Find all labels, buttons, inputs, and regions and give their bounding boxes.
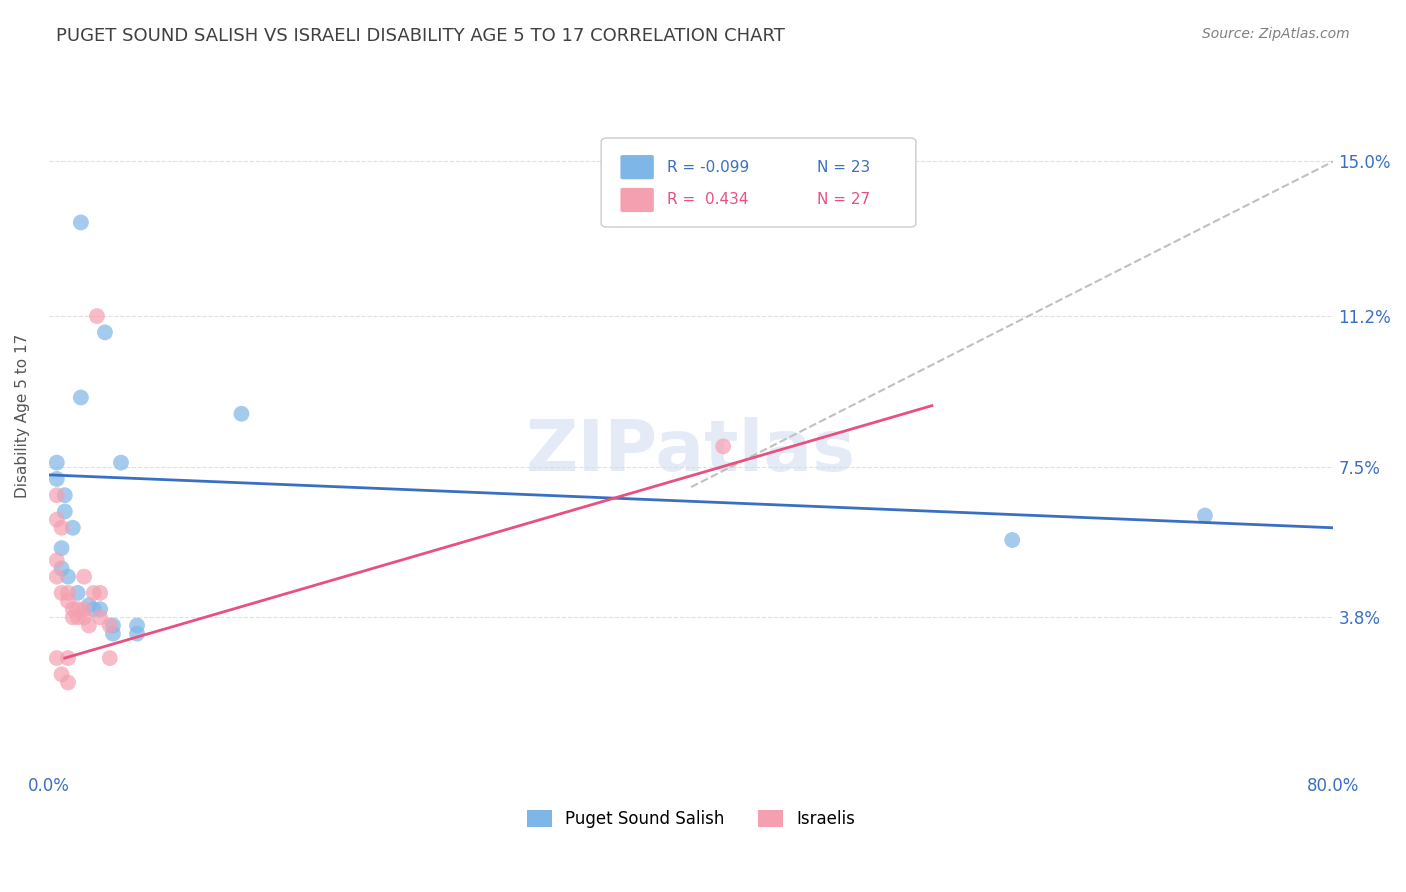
Point bbox=[110, 456, 132, 470]
Point bbox=[53, 504, 76, 518]
Point bbox=[45, 569, 67, 583]
Point bbox=[77, 598, 100, 612]
Point bbox=[73, 610, 96, 624]
Text: N = 27: N = 27 bbox=[817, 193, 870, 208]
Point bbox=[83, 586, 105, 600]
Text: N = 23: N = 23 bbox=[817, 160, 870, 175]
Point bbox=[56, 675, 79, 690]
Text: Source: ZipAtlas.com: Source: ZipAtlas.com bbox=[1202, 27, 1350, 41]
Text: R = -0.099: R = -0.099 bbox=[666, 160, 749, 175]
FancyBboxPatch shape bbox=[620, 155, 654, 179]
Point bbox=[1001, 533, 1024, 547]
Point bbox=[101, 626, 124, 640]
FancyBboxPatch shape bbox=[602, 138, 915, 227]
Point bbox=[51, 541, 73, 556]
Point bbox=[73, 602, 96, 616]
Point bbox=[45, 488, 67, 502]
Point bbox=[56, 586, 79, 600]
Point bbox=[98, 651, 121, 665]
Y-axis label: Disability Age 5 to 17: Disability Age 5 to 17 bbox=[15, 334, 30, 498]
Point bbox=[86, 309, 108, 323]
Point bbox=[66, 586, 89, 600]
Point bbox=[98, 618, 121, 632]
Point bbox=[53, 488, 76, 502]
Point bbox=[66, 610, 89, 624]
Point bbox=[56, 594, 79, 608]
Point bbox=[62, 602, 84, 616]
Point bbox=[51, 667, 73, 681]
Text: PUGET SOUND SALISH VS ISRAELI DISABILITY AGE 5 TO 17 CORRELATION CHART: PUGET SOUND SALISH VS ISRAELI DISABILITY… bbox=[56, 27, 785, 45]
Point bbox=[89, 586, 111, 600]
Point bbox=[45, 513, 67, 527]
Point bbox=[66, 602, 89, 616]
Point bbox=[56, 569, 79, 583]
Point bbox=[73, 569, 96, 583]
Point bbox=[45, 472, 67, 486]
Point bbox=[51, 521, 73, 535]
Point bbox=[77, 618, 100, 632]
Point bbox=[45, 651, 67, 665]
Point bbox=[70, 391, 93, 405]
Point bbox=[56, 651, 79, 665]
Point bbox=[45, 553, 67, 567]
Point bbox=[62, 521, 84, 535]
Point bbox=[83, 602, 105, 616]
Point bbox=[62, 610, 84, 624]
Point bbox=[70, 215, 93, 229]
Point bbox=[125, 626, 148, 640]
Point bbox=[51, 561, 73, 575]
Point bbox=[1194, 508, 1216, 523]
Point bbox=[45, 456, 67, 470]
Text: R =  0.434: R = 0.434 bbox=[666, 193, 748, 208]
Point bbox=[89, 610, 111, 624]
Point bbox=[94, 326, 117, 340]
Point bbox=[231, 407, 253, 421]
Point bbox=[125, 618, 148, 632]
Point bbox=[89, 602, 111, 616]
Point bbox=[51, 586, 73, 600]
Text: ZIPatlas: ZIPatlas bbox=[526, 417, 856, 486]
Point bbox=[101, 618, 124, 632]
Point bbox=[711, 439, 734, 453]
Legend: Puget Sound Salish, Israelis: Puget Sound Salish, Israelis bbox=[520, 804, 862, 835]
FancyBboxPatch shape bbox=[620, 188, 654, 212]
